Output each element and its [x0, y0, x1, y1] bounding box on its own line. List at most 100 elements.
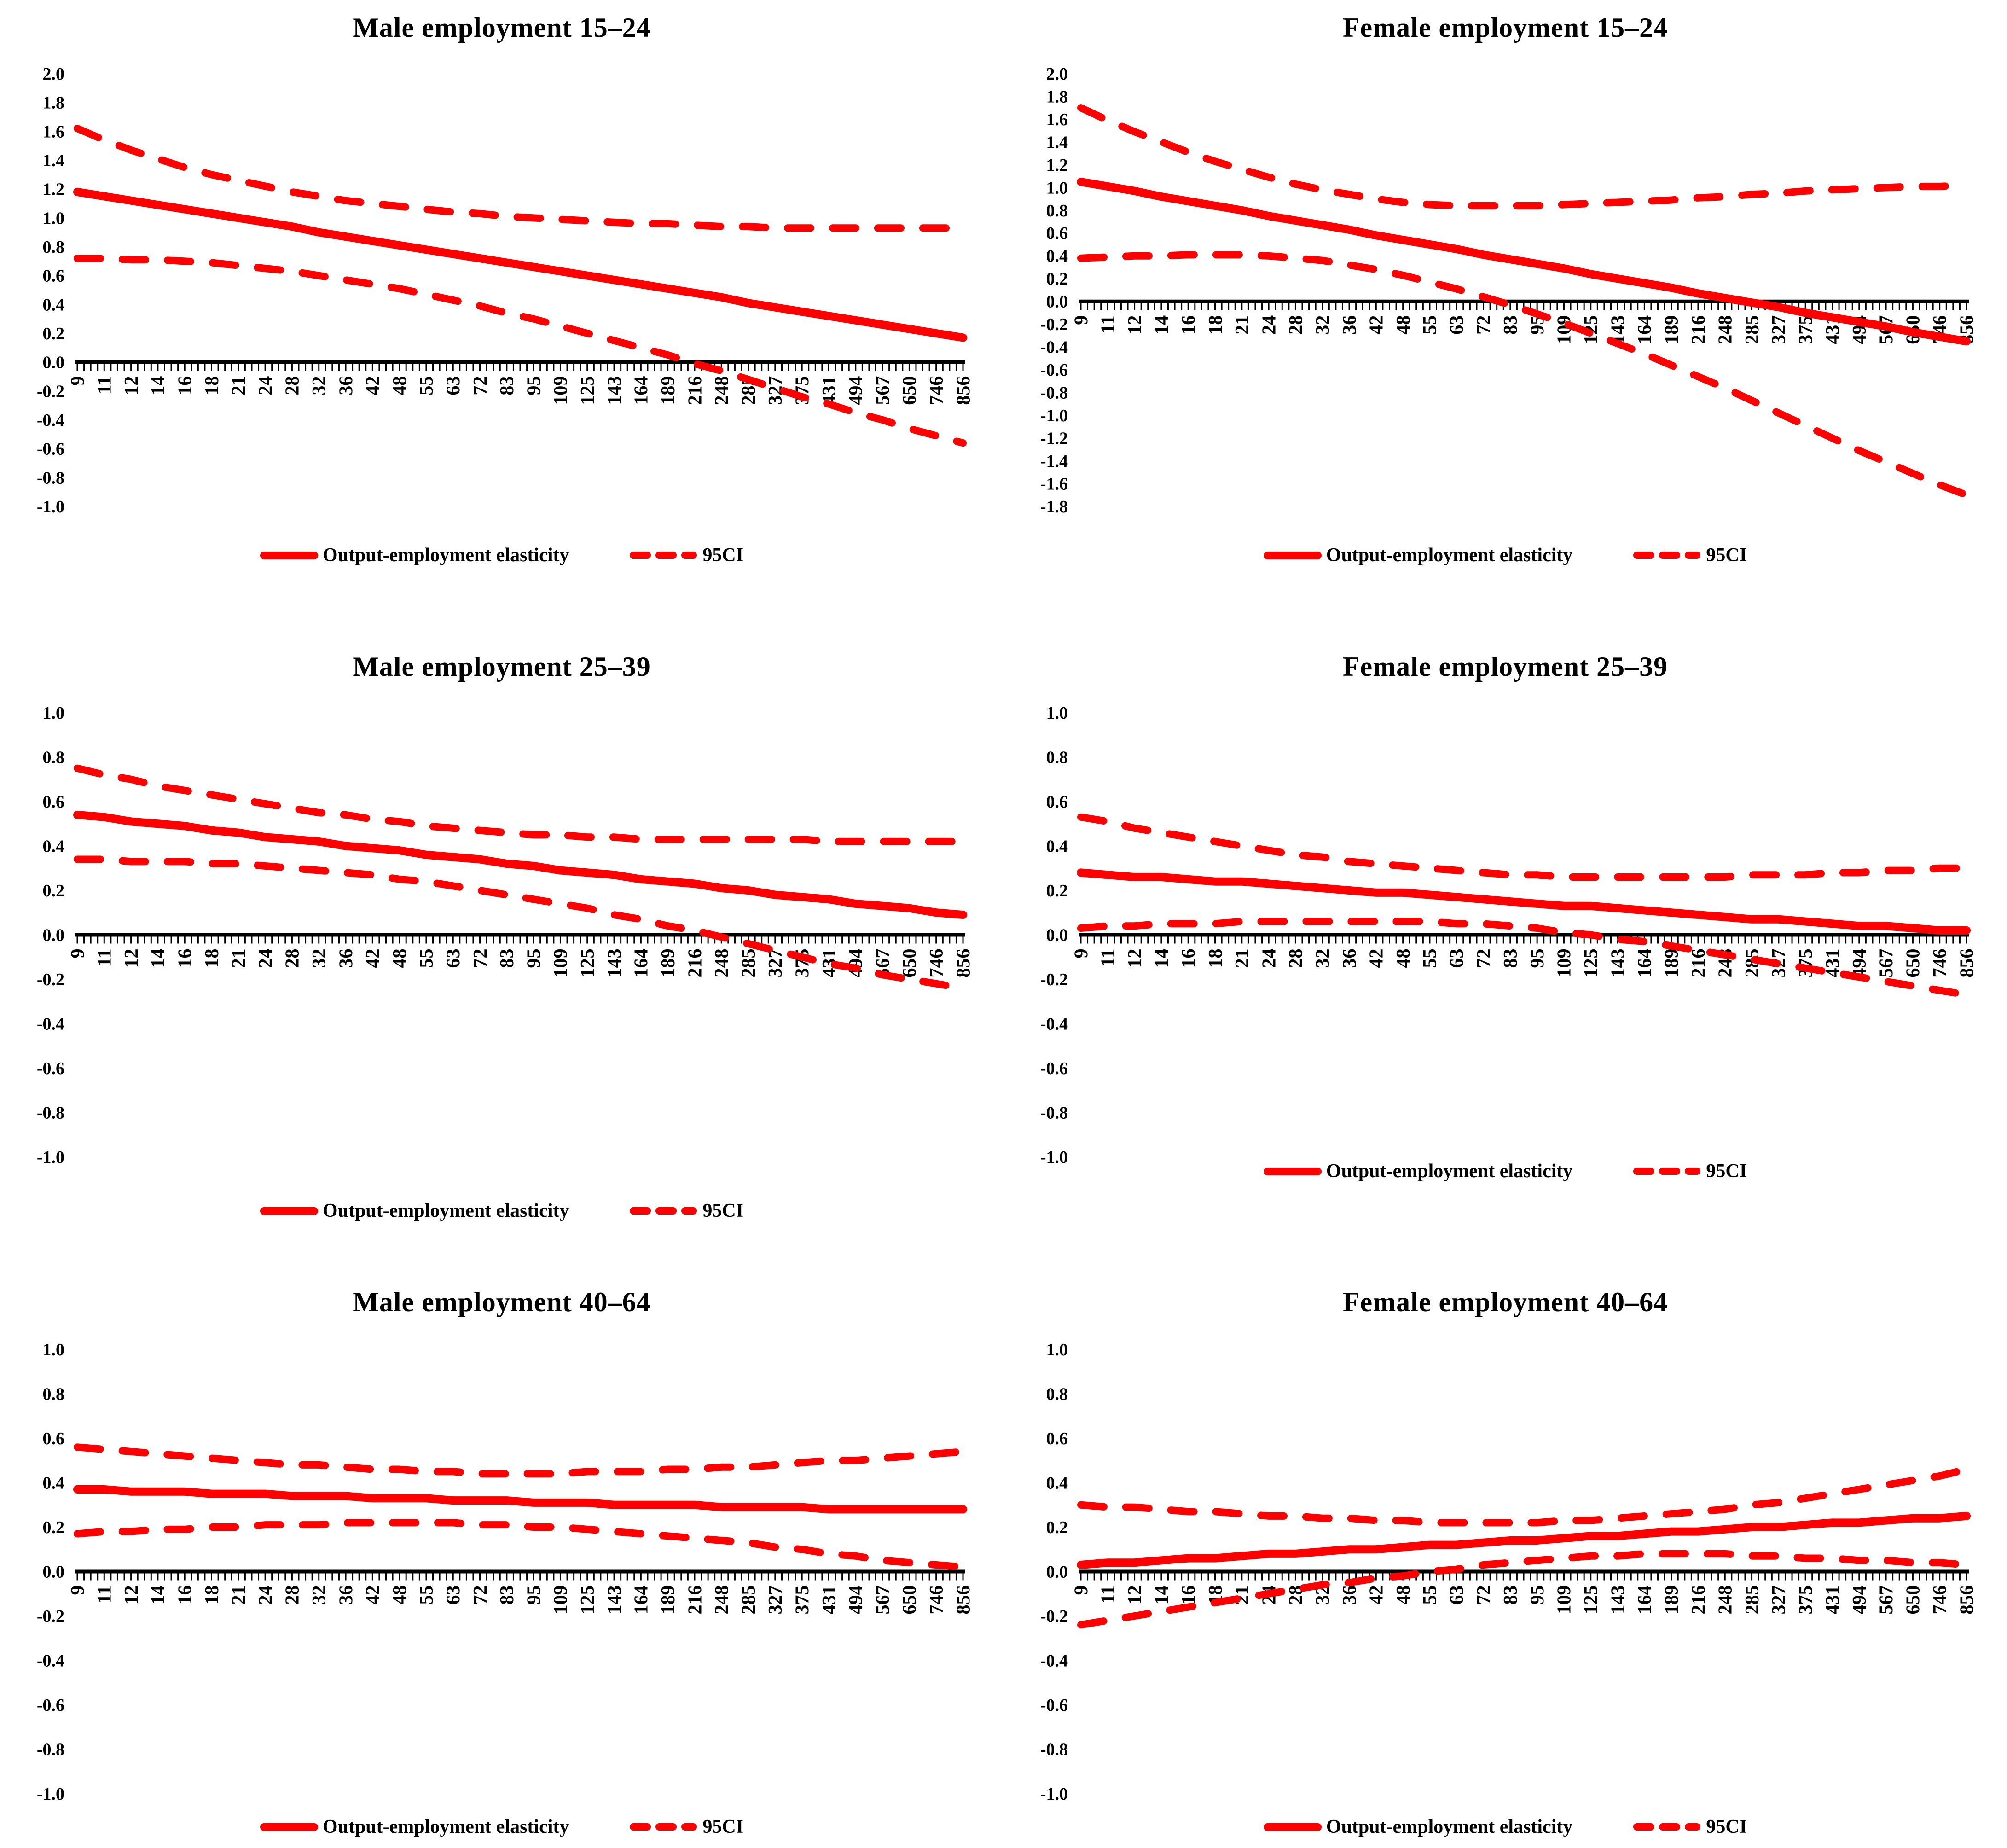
svg-text:164: 164: [1635, 1586, 1656, 1615]
svg-text:42: 42: [363, 376, 384, 395]
legend-elasticity-label: Output-employment elasticity: [1326, 1816, 1573, 1837]
svg-text:216: 216: [684, 949, 706, 978]
chart-male-employment-15-24: Male employment 15–24 2.0 1.8 1.6 1.4 1.2 1.0…: [0, 0, 1004, 616]
svg-text:9: 9: [1071, 315, 1092, 325]
svg-text:746: 746: [926, 1586, 947, 1615]
svg-text:567: 567: [1876, 1586, 1897, 1615]
chart-plot: 1.00.80.60.40.20.0-0.2-0.4-0.6-0.8-1.09 1…: [37, 1340, 974, 1804]
svg-text:-0.8: -0.8: [1040, 384, 1068, 403]
svg-text:95: 95: [523, 1586, 545, 1605]
solid-line-swatch: [1263, 1167, 1322, 1175]
svg-text:12: 12: [121, 1586, 142, 1605]
svg-text:375: 375: [1795, 315, 1816, 344]
svg-text:11: 11: [1098, 949, 1119, 967]
svg-text:285: 285: [1742, 1586, 1763, 1615]
svg-text:0.8: 0.8: [43, 748, 65, 767]
legend-ci: 95CI: [629, 544, 743, 566]
svg-text:48: 48: [1393, 315, 1414, 335]
svg-text:375: 375: [792, 1586, 813, 1615]
svg-text:109: 109: [1554, 949, 1575, 978]
svg-text:1.6: 1.6: [1046, 110, 1068, 129]
svg-text:856: 856: [1956, 1586, 1978, 1615]
svg-text:28: 28: [1286, 949, 1307, 968]
svg-text:856: 856: [953, 949, 974, 978]
svg-text:55: 55: [1420, 1586, 1441, 1605]
svg-text:14: 14: [148, 376, 169, 395]
svg-text:216: 216: [684, 1586, 706, 1615]
svg-text:21: 21: [228, 949, 249, 968]
svg-text:-0.4: -0.4: [1040, 338, 1068, 357]
dashed-line-swatch: [1633, 1168, 1701, 1175]
chart-legend: Output-employment elasticity 95CI: [0, 1200, 1004, 1222]
svg-text:248: 248: [712, 949, 733, 978]
svg-text:125: 125: [1581, 949, 1602, 978]
svg-text:189: 189: [1661, 949, 1682, 978]
svg-text:746: 746: [926, 949, 947, 978]
svg-text:21: 21: [228, 376, 249, 395]
svg-text:285: 285: [738, 1586, 760, 1615]
svg-text:125: 125: [577, 1586, 598, 1615]
svg-text:14: 14: [1151, 1586, 1172, 1605]
legend-elasticity-label: Output-employment elasticity: [1326, 545, 1573, 566]
svg-text:16: 16: [1178, 1586, 1199, 1605]
svg-text:189: 189: [658, 1586, 679, 1615]
svg-text:24: 24: [1259, 949, 1280, 968]
dashed-line-swatch: [630, 1823, 697, 1831]
svg-text:83: 83: [1500, 315, 1521, 335]
legend-ci-label: 95CI: [702, 1200, 744, 1221]
svg-text:650: 650: [1903, 949, 1924, 978]
svg-text:24: 24: [255, 1586, 276, 1605]
svg-text:24: 24: [255, 949, 276, 968]
chart-legend: Output-employment elasticity 95CI: [1004, 1816, 2007, 1838]
svg-text:189: 189: [1661, 315, 1682, 344]
svg-text:-1.0: -1.0: [37, 1148, 64, 1167]
svg-text:-1.0: -1.0: [37, 1784, 64, 1804]
svg-text:1.6: 1.6: [43, 122, 65, 141]
svg-text:21: 21: [1232, 315, 1253, 335]
chart-title: Male employment 25–39: [353, 651, 651, 682]
svg-text:327: 327: [765, 949, 786, 978]
svg-text:-0.8: -0.8: [37, 1740, 64, 1759]
dashed-line-swatch: [1633, 1823, 1701, 1831]
chart-plot: 1.00.80.60.40.20.0-0.2-0.4-0.6-0.8-1.09 1…: [1040, 1340, 1978, 1804]
svg-text:32: 32: [309, 376, 330, 395]
svg-text:567: 567: [1876, 949, 1897, 978]
svg-text:109: 109: [1554, 1586, 1575, 1615]
svg-text:0.8: 0.8: [43, 1384, 65, 1404]
svg-text:12: 12: [121, 949, 142, 968]
svg-text:55: 55: [416, 1586, 437, 1605]
svg-text:0.8: 0.8: [1046, 748, 1068, 767]
svg-text:216: 216: [684, 376, 706, 405]
svg-text:63: 63: [443, 949, 464, 968]
svg-text:14: 14: [148, 949, 169, 968]
svg-text:0.2: 0.2: [1046, 1518, 1068, 1537]
svg-text:856: 856: [953, 376, 974, 405]
solid-line-swatch: [1263, 1823, 1322, 1831]
svg-text:18: 18: [202, 1586, 223, 1605]
svg-text:0.8: 0.8: [43, 238, 65, 257]
svg-text:11: 11: [1098, 315, 1119, 334]
svg-text:1.4: 1.4: [1046, 133, 1068, 152]
svg-text:0.6: 0.6: [1046, 224, 1068, 243]
svg-text:48: 48: [1393, 1586, 1414, 1605]
svg-text:-1.6: -1.6: [1040, 474, 1068, 494]
svg-text:-1.4: -1.4: [1040, 452, 1068, 471]
chart-male-employment-25-39: Male employment 25–39 1.0 0.8 0.6 0.4 0.2 0.0…: [0, 616, 1004, 1232]
svg-text:431: 431: [819, 1586, 840, 1615]
svg-text:-0.4: -0.4: [1040, 1014, 1068, 1034]
svg-text:14: 14: [1151, 949, 1172, 968]
svg-text:431: 431: [1822, 1586, 1844, 1615]
svg-text:189: 189: [658, 949, 679, 978]
svg-text:72: 72: [470, 376, 491, 395]
svg-text:9: 9: [1071, 949, 1092, 959]
legend-elasticity: Output-employment elasticity: [1263, 1816, 1573, 1838]
legend-elasticity: Output-employment elasticity: [260, 544, 569, 566]
svg-text:1.0: 1.0: [43, 1340, 65, 1360]
svg-text:375: 375: [1795, 1586, 1816, 1615]
solid-line-swatch: [1263, 551, 1322, 559]
svg-text:-0.6: -0.6: [1040, 1059, 1068, 1078]
svg-text:650: 650: [899, 949, 921, 978]
svg-text:11: 11: [1098, 1586, 1119, 1604]
svg-text:18: 18: [202, 949, 223, 968]
chart-legend: Output-employment elasticity 95CI: [1004, 1160, 2007, 1182]
